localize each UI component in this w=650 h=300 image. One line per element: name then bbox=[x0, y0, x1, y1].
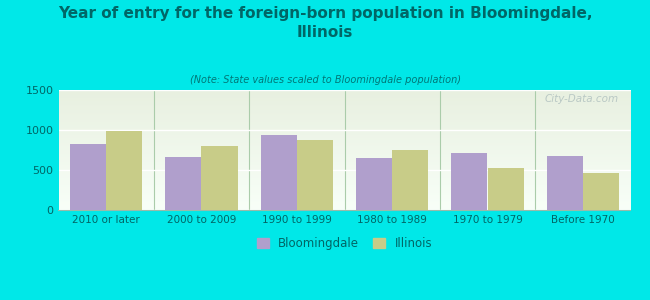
Bar bbox=[392, 150, 428, 210]
Bar bbox=[356, 158, 392, 210]
Bar bbox=[297, 140, 333, 210]
Bar bbox=[70, 144, 106, 210]
Text: Year of entry for the foreign-born population in Bloomingdale,
Illinois: Year of entry for the foreign-born popul… bbox=[58, 6, 592, 40]
Bar bbox=[261, 135, 297, 210]
Bar bbox=[451, 153, 488, 210]
Bar bbox=[165, 157, 202, 210]
Bar bbox=[547, 156, 583, 210]
Bar bbox=[202, 146, 238, 210]
Bar bbox=[488, 168, 524, 210]
Text: (Note: State values scaled to Bloomingdale population): (Note: State values scaled to Bloomingda… bbox=[190, 75, 460, 85]
Legend: Bloomingdale, Illinois: Bloomingdale, Illinois bbox=[252, 232, 437, 254]
Bar bbox=[583, 172, 619, 210]
Bar bbox=[106, 131, 142, 210]
Text: City-Data.com: City-Data.com bbox=[545, 94, 619, 103]
